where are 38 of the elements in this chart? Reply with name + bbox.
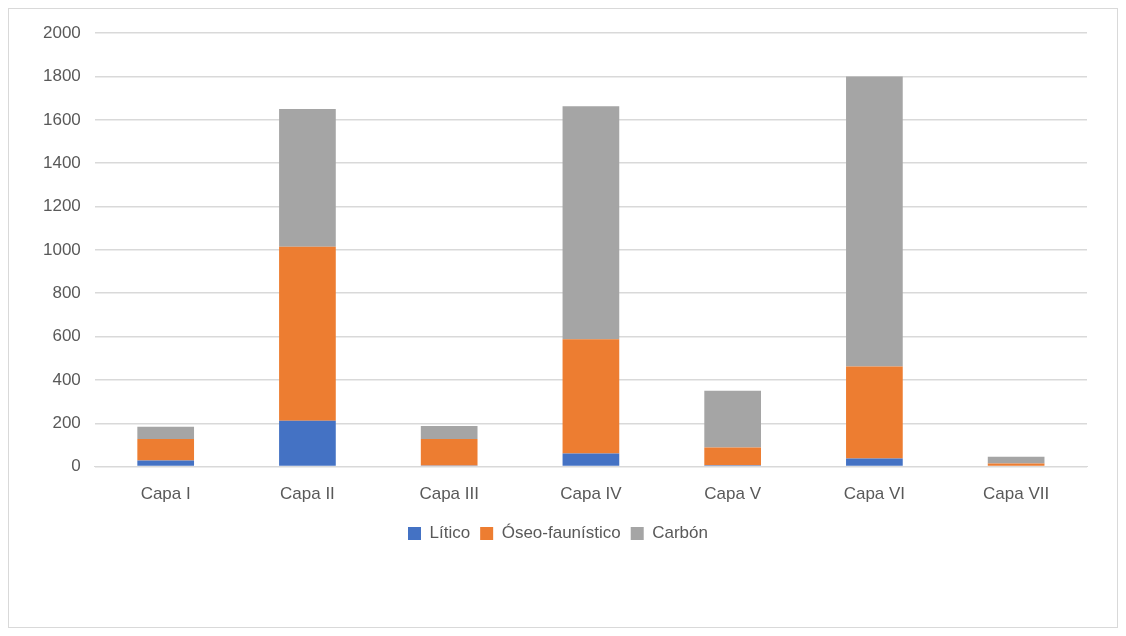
x-tick-label: Capa III (419, 484, 479, 504)
y-tick-label: 2000 (42, 22, 81, 42)
bar (562, 339, 620, 454)
bar (846, 76, 903, 367)
legend-label: Carbón (652, 523, 708, 543)
y-tick-label: 0 (71, 456, 81, 476)
y-tick-label: 1000 (42, 239, 81, 259)
legend-label: Óseo-faunístico (501, 523, 621, 543)
legend-label: Lítico (429, 523, 471, 543)
bar (420, 439, 478, 466)
y-tick-label: 400 (52, 369, 81, 389)
x-tick-label: Capa VII (983, 484, 1050, 504)
bar (279, 246, 336, 421)
bar (987, 456, 1045, 464)
bar (137, 460, 195, 466)
bar (279, 420, 336, 466)
x-tick-label: Capa VI (843, 484, 906, 504)
bar (846, 366, 903, 459)
y-tick-label: 800 (52, 282, 81, 302)
y-tick-label: 1400 (42, 152, 81, 172)
y-tick-label: 1800 (42, 66, 81, 86)
x-tick-label: Capa IV (560, 484, 623, 504)
bar (562, 453, 620, 466)
bar (704, 447, 761, 466)
y-tick-label: 1600 (42, 109, 81, 129)
x-tick-label: Capa I (140, 484, 191, 504)
y-tick-label: 600 (52, 326, 81, 346)
bar (562, 106, 620, 340)
bar (137, 426, 195, 440)
bar (279, 109, 336, 247)
x-tick-label: Capa V (704, 484, 762, 504)
bar (846, 458, 903, 466)
bar (420, 426, 478, 440)
bar (704, 390, 761, 448)
x-tick-label: Capa II (280, 484, 335, 504)
y-tick-label: 200 (52, 412, 81, 432)
bar (137, 439, 195, 461)
y-tick-label: 1200 (42, 196, 81, 216)
